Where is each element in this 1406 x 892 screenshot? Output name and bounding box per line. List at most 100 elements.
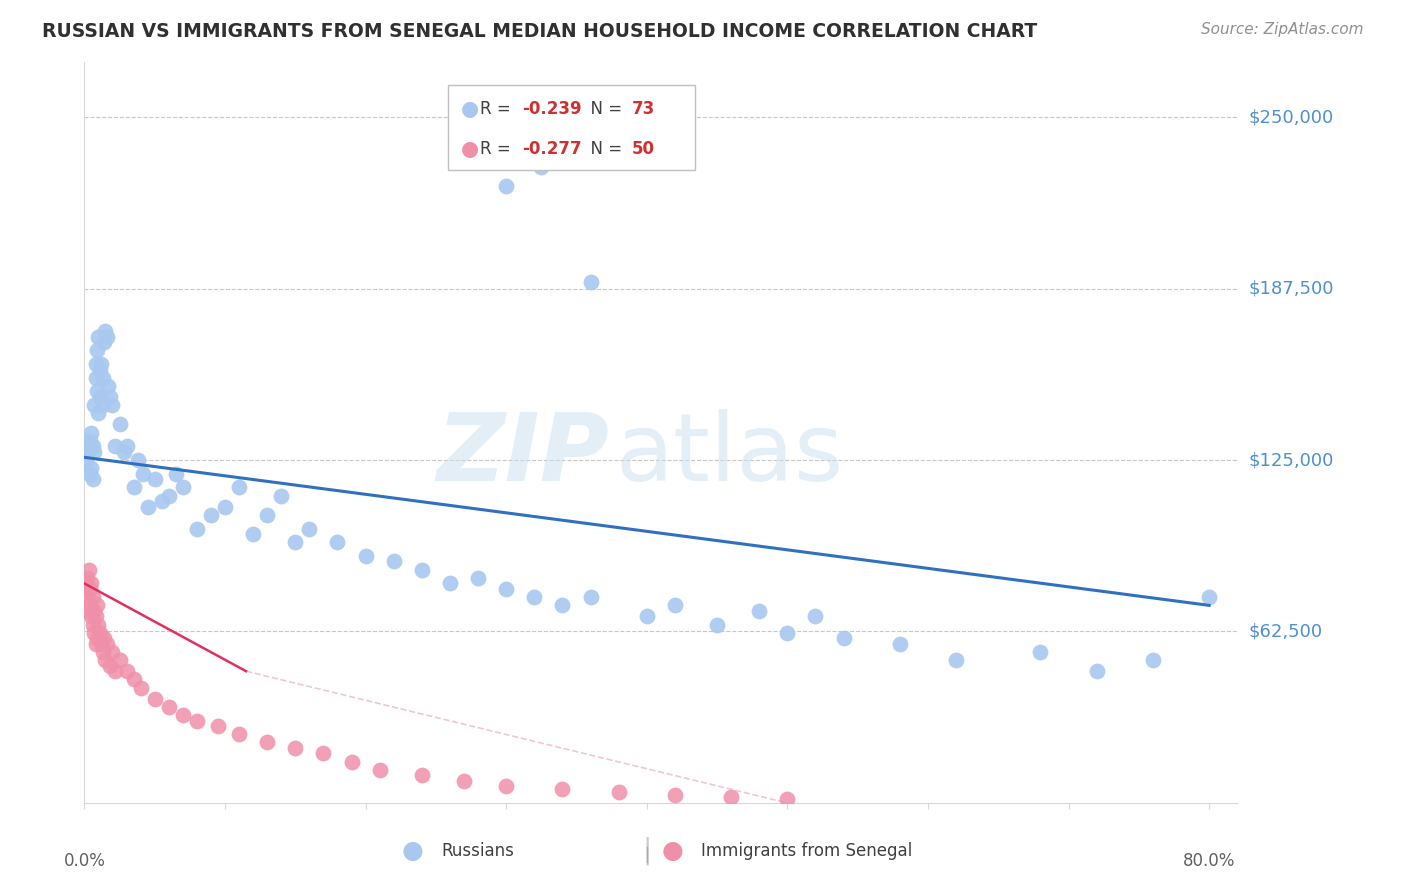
Point bbox=[82, 472, 104, 486]
Point bbox=[579, 275, 602, 289]
Point bbox=[101, 645, 124, 659]
Point bbox=[132, 467, 155, 481]
Point bbox=[80, 461, 103, 475]
Text: Immigrants from Senegal: Immigrants from Senegal bbox=[702, 842, 912, 860]
Point bbox=[186, 522, 208, 536]
Point bbox=[636, 609, 658, 624]
Point bbox=[82, 590, 104, 604]
Point bbox=[242, 527, 264, 541]
Point bbox=[136, 500, 159, 514]
Point bbox=[93, 632, 115, 646]
Point bbox=[77, 604, 100, 618]
Point bbox=[89, 625, 111, 640]
Point bbox=[832, 632, 855, 646]
Point bbox=[551, 782, 574, 797]
Text: $250,000: $250,000 bbox=[1249, 108, 1334, 127]
Point bbox=[664, 788, 686, 802]
Point bbox=[86, 384, 108, 399]
Point bbox=[80, 425, 103, 440]
Point bbox=[298, 522, 321, 536]
Point bbox=[108, 653, 131, 667]
Point bbox=[256, 735, 278, 749]
Point bbox=[523, 590, 546, 604]
Point bbox=[776, 791, 799, 805]
Point bbox=[720, 790, 742, 805]
Text: ●: ● bbox=[661, 838, 683, 863]
Point bbox=[186, 714, 208, 728]
Point bbox=[1029, 645, 1052, 659]
Point bbox=[495, 582, 517, 596]
Point bbox=[411, 563, 433, 577]
Point bbox=[129, 681, 152, 695]
Point bbox=[115, 664, 138, 678]
Text: N =: N = bbox=[581, 100, 627, 118]
Point bbox=[97, 379, 120, 393]
Point bbox=[200, 508, 222, 522]
Point bbox=[90, 357, 112, 371]
Point bbox=[89, 362, 111, 376]
Point bbox=[889, 637, 911, 651]
Point bbox=[776, 625, 799, 640]
Point bbox=[112, 445, 135, 459]
Point bbox=[94, 324, 117, 338]
Point bbox=[76, 571, 98, 585]
Point bbox=[77, 439, 100, 453]
Point bbox=[108, 417, 131, 432]
Point bbox=[90, 637, 112, 651]
Text: $187,500: $187,500 bbox=[1249, 280, 1334, 298]
Point bbox=[165, 467, 187, 481]
Point bbox=[326, 535, 349, 549]
Text: ●: ● bbox=[461, 139, 479, 159]
Point bbox=[354, 549, 377, 563]
Text: 80.0%: 80.0% bbox=[1182, 852, 1236, 871]
Point bbox=[495, 780, 517, 794]
Point bbox=[453, 773, 475, 788]
Point bbox=[76, 445, 98, 459]
Point bbox=[79, 582, 101, 596]
Text: $62,500: $62,500 bbox=[1249, 623, 1323, 640]
Point bbox=[96, 637, 118, 651]
Point bbox=[127, 453, 149, 467]
Point bbox=[83, 625, 105, 640]
Point bbox=[101, 398, 124, 412]
Text: -0.239: -0.239 bbox=[523, 100, 582, 118]
Point bbox=[256, 508, 278, 522]
Point bbox=[82, 439, 104, 453]
Point bbox=[1198, 590, 1220, 604]
Point bbox=[150, 494, 173, 508]
Point bbox=[467, 571, 489, 585]
Point bbox=[143, 691, 166, 706]
Point bbox=[411, 768, 433, 782]
Point bbox=[79, 467, 101, 481]
Point bbox=[75, 576, 97, 591]
Point bbox=[122, 480, 145, 494]
Point bbox=[748, 604, 770, 618]
Point bbox=[157, 699, 180, 714]
Point bbox=[104, 439, 127, 453]
Text: ●: ● bbox=[461, 99, 479, 120]
Point bbox=[98, 658, 121, 673]
Text: ZIP: ZIP bbox=[436, 409, 609, 500]
Point bbox=[104, 664, 127, 678]
Text: $125,000: $125,000 bbox=[1249, 451, 1334, 469]
Point bbox=[79, 599, 101, 613]
Point bbox=[284, 741, 307, 756]
Text: 50: 50 bbox=[633, 140, 655, 158]
Point bbox=[76, 590, 98, 604]
Point bbox=[530, 160, 553, 174]
Point bbox=[79, 434, 101, 448]
Point bbox=[284, 535, 307, 549]
Point bbox=[94, 653, 117, 667]
Point bbox=[122, 673, 145, 687]
Text: N =: N = bbox=[581, 140, 627, 158]
Text: Russians: Russians bbox=[441, 842, 515, 860]
Point bbox=[82, 617, 104, 632]
Point bbox=[115, 439, 138, 453]
Point bbox=[84, 609, 107, 624]
Point bbox=[172, 708, 194, 723]
Text: 0.0%: 0.0% bbox=[63, 852, 105, 871]
Point bbox=[664, 599, 686, 613]
Point bbox=[91, 645, 114, 659]
Point bbox=[83, 445, 105, 459]
Point bbox=[945, 653, 967, 667]
